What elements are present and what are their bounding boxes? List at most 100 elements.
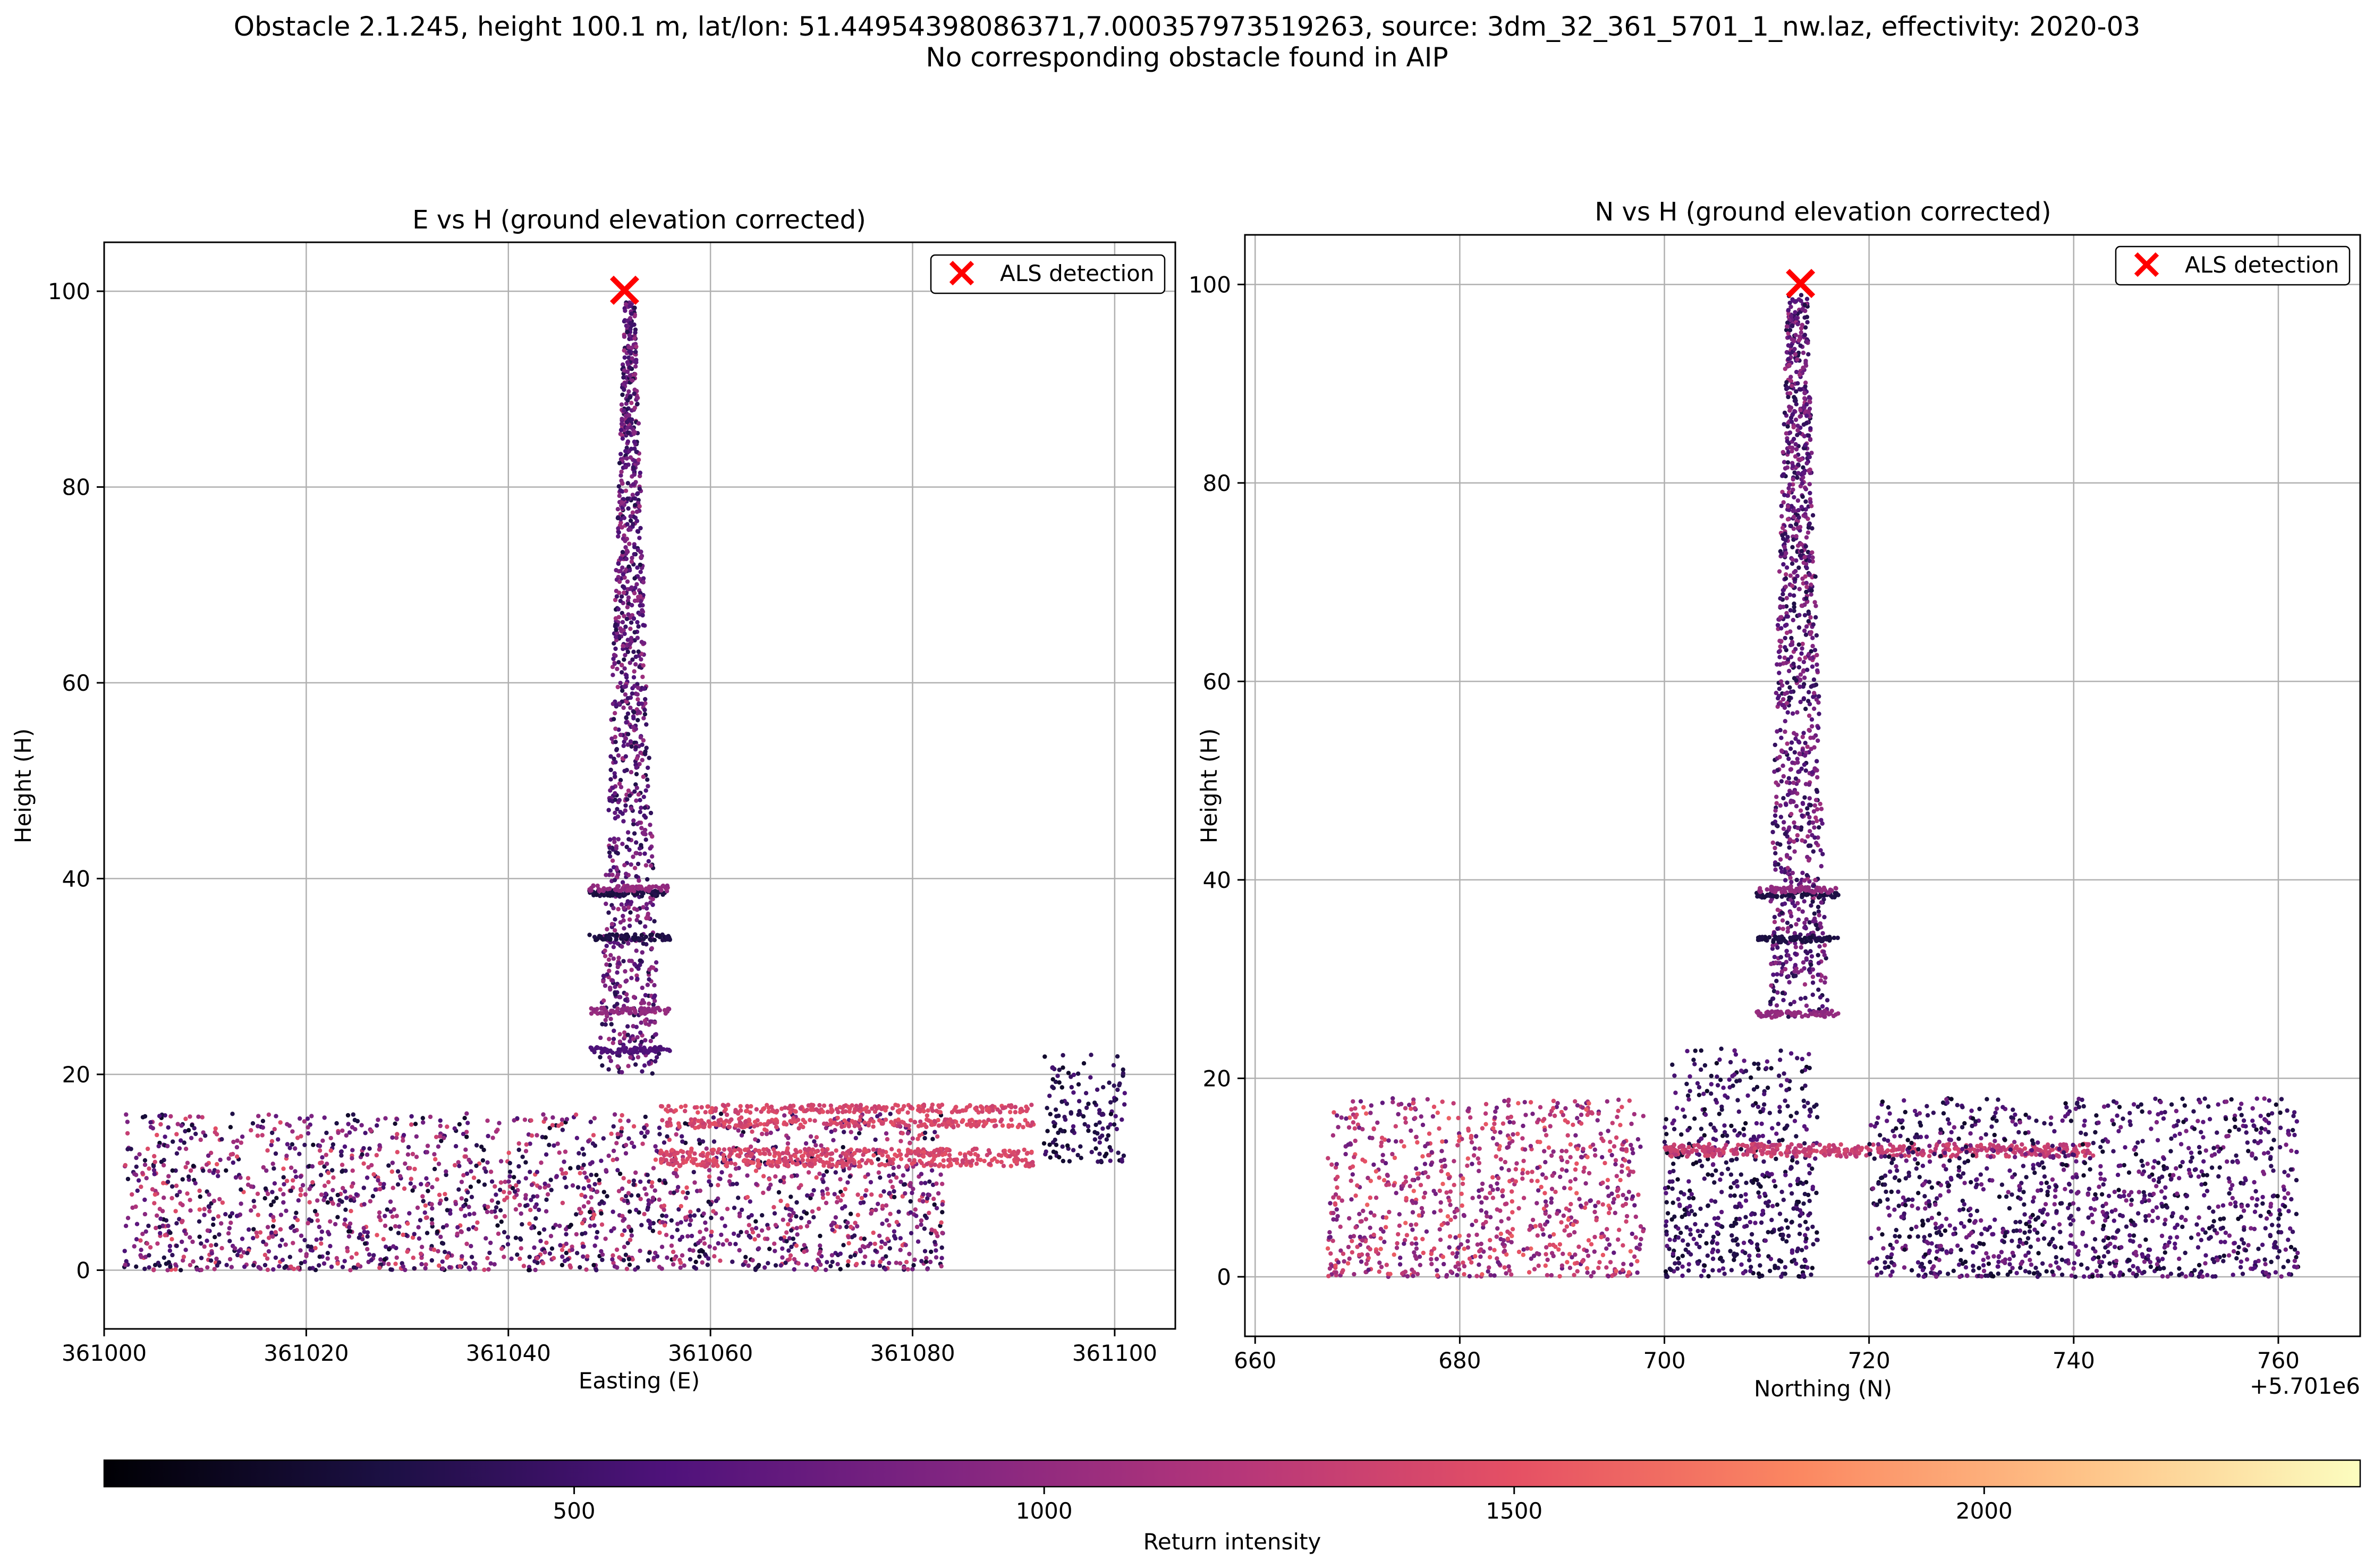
lidar-point [309,1114,314,1118]
lidar-point [1616,1108,1621,1113]
lidar-point [613,616,618,621]
lidar-point [809,1158,815,1163]
lidar-point [298,1174,303,1179]
lidar-point [310,1180,315,1185]
lidar-point [405,1249,410,1254]
lidar-point [1121,1067,1125,1072]
lidar-point [410,1151,416,1157]
lidar-point [549,1246,555,1251]
lidar-point [675,1227,680,1232]
lidar-point [429,1258,434,1263]
lidar-point [1081,1061,1087,1066]
lidar-point [794,1243,799,1248]
lidar-point [637,884,642,889]
lidar-point [939,1103,945,1107]
lidar-point [469,1244,473,1249]
lidar-point [608,985,613,990]
lidar-point [788,1110,793,1115]
lidar-point [1108,1112,1114,1116]
lidar-point [348,1268,353,1273]
lidar-point [647,1250,652,1255]
lidar-point [622,387,626,392]
lidar-point [868,1180,874,1185]
lidar-point [750,1258,755,1262]
lidar-point [547,1251,553,1256]
lidar-point [692,1180,697,1185]
lidar-point [803,1141,809,1146]
lidar-point [1327,1230,1332,1235]
lidar-point [623,538,628,544]
lidar-point [802,1120,808,1125]
lidar-point [669,1243,674,1248]
lidar-point [1609,1191,1614,1196]
lidar-point [130,1192,134,1197]
lidar-point [1368,1210,1373,1215]
lidar-point [904,1260,909,1265]
lidar-point [1553,1244,1558,1249]
lidar-point [1394,1139,1398,1144]
lidar-point [739,1230,743,1234]
lidar-point [869,1160,874,1165]
lidar-point [1558,1174,1563,1180]
e-vs-h-point-cloud [122,299,1127,1273]
lidar-point [806,1154,811,1158]
lidar-point [765,1103,769,1107]
lidar-point [559,1262,565,1268]
lidar-point [317,1143,323,1148]
lidar-point [633,1267,638,1272]
lidar-point [152,1192,158,1197]
lidar-point [722,1147,727,1152]
lidar-point [776,1151,781,1156]
lidar-point [768,1120,773,1124]
lidar-point [891,1122,895,1127]
lidar-point [919,1222,923,1227]
lidar-point [857,1160,862,1165]
lidar-point [155,1132,159,1138]
lidar-point [265,1256,270,1261]
lidar-point [423,1203,428,1208]
lidar-point [632,1045,638,1050]
lidar-point [811,1215,816,1219]
lidar-point [809,1107,813,1112]
lidar-point [632,405,638,410]
lidar-point [226,1231,231,1236]
lidar-point [367,1252,372,1257]
lidar-point [631,716,636,721]
lidar-point [591,1262,596,1268]
lidar-point [879,1239,884,1244]
lidar-point [650,1196,656,1200]
lidar-point [328,1148,333,1153]
lidar-point [335,1192,340,1198]
lidar-point [488,1240,493,1245]
lidar-point [216,1214,221,1219]
lidar-point [919,1123,924,1128]
lidar-point [319,1160,324,1165]
lidar-point [202,1207,207,1211]
lidar-point [718,1258,723,1263]
lidar-point [614,846,619,851]
e-vs-h-x-ticks: 361000 361020 361040 361060 361080 361100 [62,1329,1157,1366]
lidar-point [887,1173,892,1179]
lidar-point [788,1104,793,1108]
lidar-point [486,1267,491,1272]
lidar-point [1514,1161,1519,1166]
lidar-point [295,1266,301,1270]
lidar-point [482,1182,487,1187]
lidar-point [533,1205,538,1209]
lidar-point [767,1185,771,1191]
lidar-point [807,1220,812,1225]
lidar-point [574,1212,579,1217]
lidar-point [635,718,640,723]
lidar-point [947,1152,952,1158]
lidar-point [581,1254,586,1259]
lidar-point [631,935,636,940]
lidar-point [753,1226,759,1231]
lidar-point [568,1166,573,1171]
x-tick-label: 361060 [668,1340,753,1366]
lidar-point [599,1158,604,1163]
lidar-point [813,1266,818,1271]
lidar-point [887,1191,892,1196]
lidar-point [948,1161,953,1166]
lidar-point [634,756,640,761]
lidar-point [944,1147,949,1152]
